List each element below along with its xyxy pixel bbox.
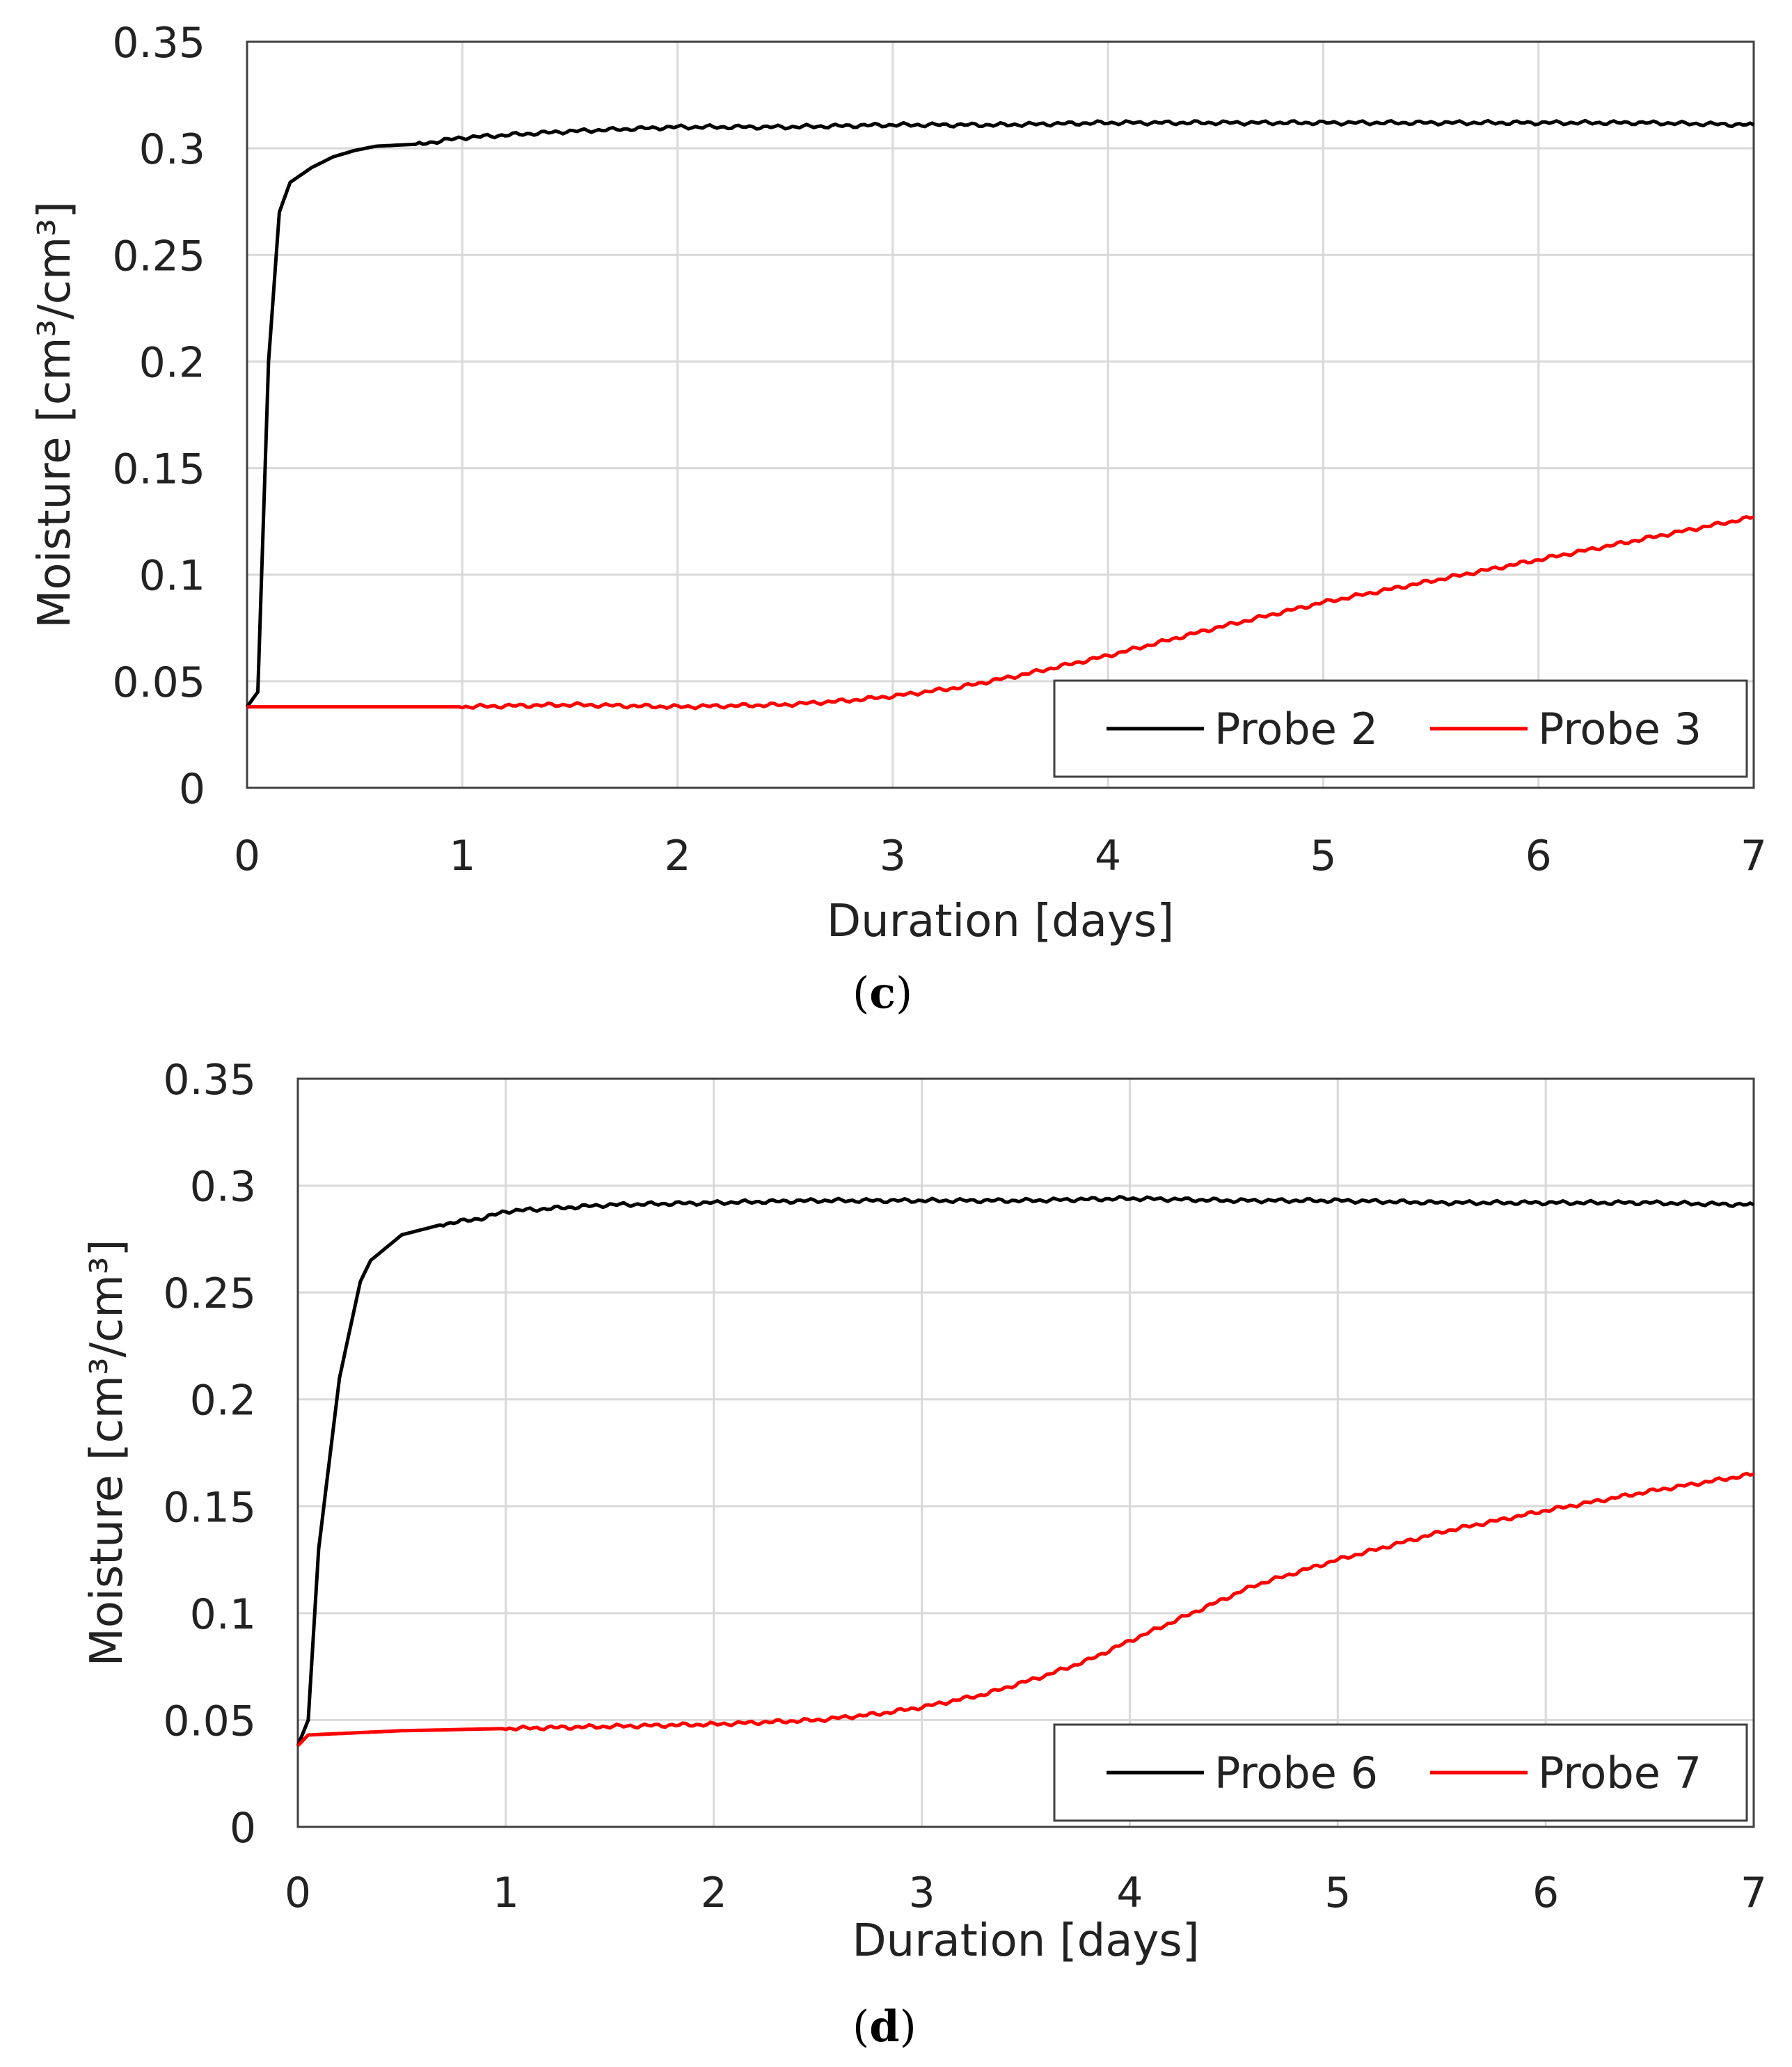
x-tick-label: 4 (1095, 832, 1121, 880)
y-tick-label: 0.15 (163, 1483, 256, 1532)
x-axis-title-d: Duration [days] (852, 1915, 1199, 1967)
gridlines-d (296, 1077, 1755, 1828)
y-tick-label: 0.05 (112, 658, 205, 707)
x-tick-label: 4 (1116, 1869, 1143, 1917)
y-tick-label: 0.3 (139, 125, 205, 174)
y-tick-label: 0.1 (139, 552, 205, 601)
x-tick-label: 2 (701, 1869, 727, 1917)
x-tick-label: 3 (880, 832, 906, 880)
legend-label: Probe 3 (1538, 704, 1702, 754)
series-line-probe-2 (245, 118, 1755, 708)
x-tick-label: 6 (1525, 832, 1552, 880)
y-tick-label: 0.35 (163, 1056, 256, 1104)
x-tick-label: 7 (1741, 832, 1767, 880)
plot-area-frame-d (296, 1077, 1755, 1828)
series-line-probe-6 (296, 1195, 1755, 1747)
chart-panel-d: 0 0.05 0.1 0.15 0.2 0.25 0.3 0.35 0 1 2 3 4 5 6 7 Durati… (81, 1056, 1767, 1967)
legend-label: Probe 2 (1214, 704, 1378, 754)
legend-label: Probe 6 (1214, 1748, 1378, 1798)
x-tick-label: 0 (285, 1869, 311, 1917)
x-tick-label: 3 (908, 1869, 935, 1917)
x-tick-label: 2 (664, 832, 690, 880)
y-tick-label: 0.2 (190, 1377, 256, 1425)
y-tick-label: 0.15 (112, 445, 205, 494)
y-tick-label: 0.05 (163, 1697, 256, 1745)
x-tick-label: 1 (493, 1869, 519, 1917)
series-line-probe-3 (247, 515, 1754, 711)
y-tick-label: 0.25 (112, 232, 205, 280)
y-axis-title-c: Moisture [cm³/cm³] (29, 201, 81, 628)
y-tick-label: 0.25 (163, 1269, 256, 1318)
gridlines-c (246, 40, 1755, 789)
x-tick-label: 0 (234, 832, 260, 880)
legend-d: Probe 6 Probe 7 (1053, 1723, 1748, 1822)
x-tick-label: 5 (1310, 832, 1336, 880)
x-axis-title-c: Duration [days] (827, 896, 1174, 947)
chart-panel-c: 0 0.05 0.1 0.15 0.2 0.25 0.3 0.35 0 1 2 3 4 5 6 7 Durati… (29, 19, 1767, 947)
y-tick-label: 0.1 (190, 1590, 256, 1639)
x-tick-label: 7 (1741, 1869, 1767, 1917)
series-line-probe-7 (296, 1471, 1754, 1748)
y-tick-label: 0.3 (190, 1163, 256, 1212)
y-tick-label: 0.2 (139, 338, 205, 387)
y-axis-title-d: Moisture [cm³/cm³] (81, 1240, 133, 1667)
y-tick-label: 0 (179, 765, 205, 814)
legend-label: Probe 7 (1538, 1748, 1702, 1798)
legend-c: Probe 2 Probe 3 (1053, 679, 1748, 778)
y-tick-label: 0 (230, 1804, 256, 1853)
panel-label-c: (c) (853, 967, 913, 1018)
y-tick-label: 0.35 (112, 19, 205, 68)
panel-label-d: (d) (853, 2001, 917, 2052)
x-tick-label: 5 (1324, 1869, 1351, 1917)
plot-area-frame-c (246, 40, 1755, 789)
x-tick-label: 1 (449, 832, 475, 880)
x-tick-label: 6 (1532, 1869, 1559, 1917)
